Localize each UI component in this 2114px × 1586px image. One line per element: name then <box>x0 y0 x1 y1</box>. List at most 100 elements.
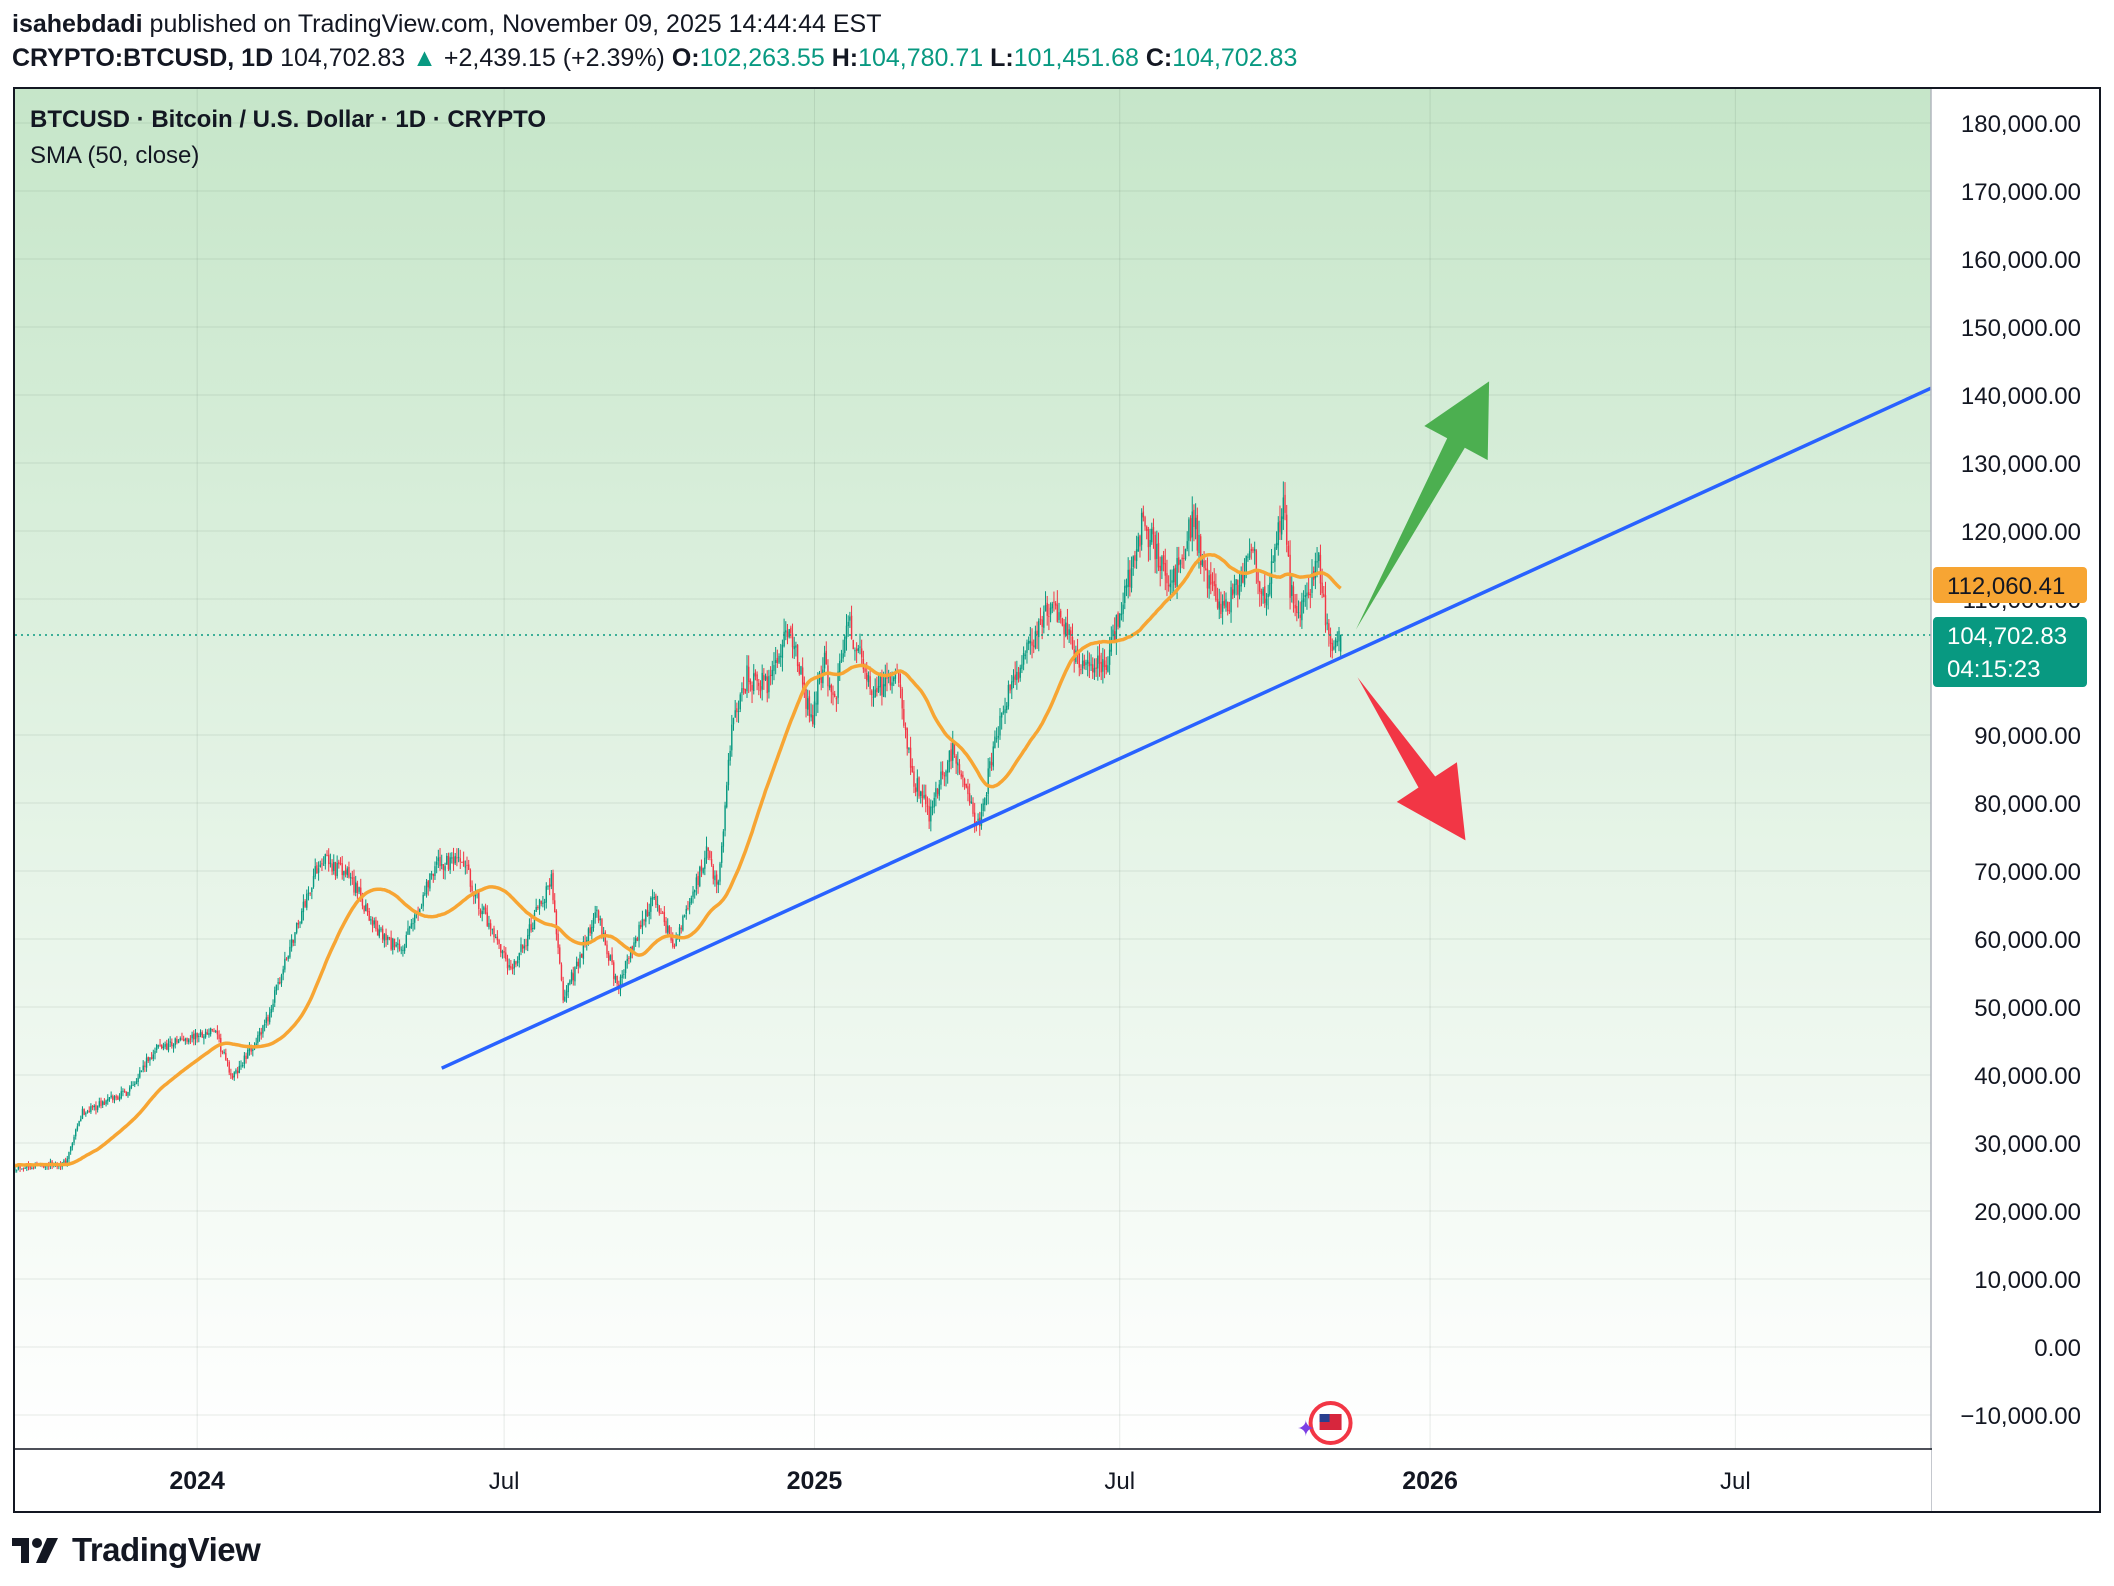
candle-body <box>241 1065 244 1067</box>
candle-body <box>478 891 480 910</box>
candle-body <box>105 1100 107 1105</box>
candle-body <box>700 865 703 872</box>
candle-body <box>933 797 935 808</box>
legend-indicator[interactable]: SMA (50, close) <box>30 142 200 169</box>
y-tick-label: 150,000.00 <box>1961 315 2081 342</box>
candle-body <box>624 960 627 974</box>
candle-body <box>962 774 964 778</box>
candle-body <box>1226 601 1229 612</box>
candle-body <box>15 1169 16 1171</box>
candle-body <box>140 1070 143 1072</box>
candle-body <box>1054 603 1057 606</box>
candle-body <box>398 943 401 950</box>
candle-body <box>370 918 372 921</box>
candle-body <box>76 1126 79 1130</box>
candle-body <box>869 676 871 690</box>
candle-body <box>1060 610 1062 618</box>
candle-body <box>132 1084 134 1086</box>
candle-body <box>523 946 526 949</box>
candle-body <box>380 928 382 931</box>
candle-body <box>182 1039 185 1042</box>
candle-body <box>736 708 738 713</box>
candle-body <box>130 1085 133 1088</box>
candle-body <box>675 939 677 947</box>
candle-body <box>670 934 672 941</box>
candle-body <box>1038 620 1040 638</box>
candle-body <box>193 1033 195 1040</box>
candle-body <box>152 1054 155 1059</box>
tradingview-brand[interactable]: TradingView <box>72 1531 261 1568</box>
legend-title[interactable]: BTCUSD · Bitcoin / U.S. Dollar · 1D · CR… <box>30 106 547 133</box>
candle-body <box>1282 497 1285 519</box>
candle-body <box>697 875 699 886</box>
candle-body <box>457 856 460 858</box>
chart-frame[interactable]: ✦ −10,000.00 0.00 10,000.00 20,000.00 30,000.… <box>13 87 2101 1513</box>
candle-body <box>390 937 392 950</box>
candle-body <box>1250 549 1252 552</box>
sma-price-tag <box>1933 566 2087 603</box>
candle-body <box>567 983 569 993</box>
candle-body <box>112 1096 114 1101</box>
candle-body <box>638 924 640 941</box>
high-value: 104,780.71 <box>858 44 984 72</box>
candle-body <box>540 901 542 904</box>
candle-body <box>768 676 770 693</box>
candle-body <box>331 863 333 872</box>
trend-line <box>440 386 1932 1070</box>
candle-body <box>550 874 553 887</box>
candle-body <box>1213 580 1215 587</box>
candle-body <box>1161 556 1163 571</box>
candle-body <box>311 887 313 893</box>
candle-body <box>481 911 483 915</box>
author-name[interactable]: isahebdadi <box>12 10 143 38</box>
candle-body <box>317 868 320 873</box>
candle-body <box>304 900 306 907</box>
candle-body <box>702 868 704 873</box>
candle-body <box>493 928 495 938</box>
candle-body <box>543 901 546 903</box>
chart-svg[interactable]: ✦ −10,000.00 0.00 10,000.00 20,000.00 30,000.… <box>15 89 2099 1511</box>
candle-body <box>1189 518 1192 539</box>
candle-body <box>717 881 720 885</box>
candle-body <box>501 951 504 954</box>
candle-body <box>135 1081 138 1085</box>
candle-body <box>226 1060 229 1062</box>
candle-body <box>1333 646 1335 650</box>
candle-body <box>203 1036 205 1039</box>
candle-body <box>810 714 812 718</box>
candle-body <box>172 1044 175 1047</box>
candle-body <box>1304 595 1306 598</box>
candle-body <box>1132 556 1134 567</box>
candle-body <box>672 939 674 947</box>
candle-body <box>284 958 286 970</box>
candle-body <box>989 761 991 769</box>
y-tick-label: 10,000.00 <box>1974 1267 2081 1294</box>
candle-body <box>429 873 431 889</box>
candle-body <box>1120 613 1123 616</box>
candle-body <box>1243 572 1246 585</box>
candle-body <box>1264 586 1266 604</box>
candle-body <box>839 660 841 673</box>
candle-body <box>365 904 367 912</box>
candle-body <box>857 648 860 651</box>
candle-body <box>393 938 396 948</box>
candle-body <box>213 1030 215 1032</box>
candle-body <box>1316 561 1318 563</box>
x-tick-label: Jul <box>1104 1468 1135 1495</box>
tradingview-logo-icon[interactable] <box>12 1536 62 1564</box>
candle-body <box>535 907 537 912</box>
candle-body <box>1196 515 1199 551</box>
candle-body <box>407 928 409 935</box>
candle-body <box>127 1091 129 1096</box>
candle-body <box>307 892 310 894</box>
candle-body <box>894 671 897 679</box>
candle-body <box>63 1160 65 1163</box>
candle-body <box>444 866 446 871</box>
candle-body <box>720 846 723 863</box>
candle-body <box>1129 569 1131 587</box>
candle-body <box>88 1110 90 1113</box>
candle-body <box>430 873 433 875</box>
candle-body <box>1164 563 1166 576</box>
candle-body <box>774 660 777 663</box>
candle-body <box>388 937 391 939</box>
